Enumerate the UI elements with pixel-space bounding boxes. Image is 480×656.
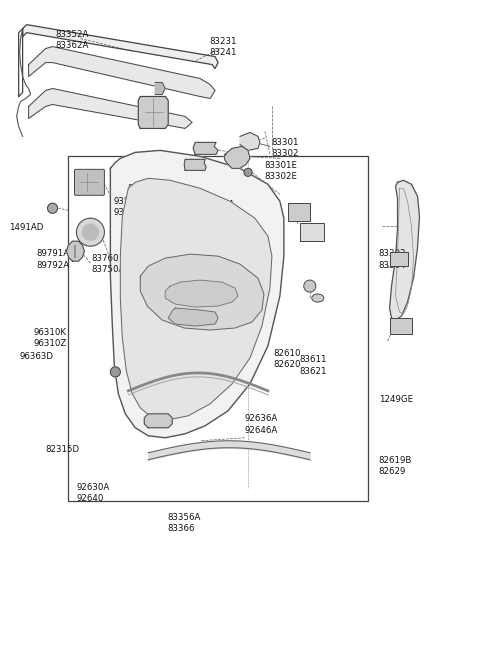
Text: 82610
82620: 82610 82620 (274, 349, 301, 369)
Text: 82619B
82629: 82619B 82629 (379, 456, 412, 476)
Ellipse shape (312, 294, 324, 302)
Circle shape (48, 203, 58, 213)
Text: 82315A: 82315A (199, 230, 233, 239)
Text: 83303
83304: 83303 83304 (379, 249, 406, 270)
Polygon shape (165, 280, 238, 307)
Text: 92636A
92646A: 92636A 92646A (245, 415, 278, 434)
Bar (390, 318, 411, 334)
Circle shape (110, 367, 120, 377)
Text: 1491AD: 1491AD (9, 223, 44, 232)
Polygon shape (29, 47, 215, 98)
Text: 83760
83750A: 83760 83750A (92, 254, 125, 274)
Polygon shape (240, 133, 260, 150)
Text: 96363D: 96363D (20, 352, 54, 361)
Polygon shape (224, 146, 250, 169)
Bar (69, 156, 368, 501)
Text: 93580L
93590R: 93580L 93590R (113, 197, 146, 217)
Text: 83352A
83362A: 83352A 83362A (56, 30, 89, 51)
Bar (300, 223, 324, 241)
Polygon shape (120, 178, 272, 420)
Text: 96310K
96310Z: 96310K 96310Z (33, 328, 67, 348)
Polygon shape (23, 25, 218, 68)
Polygon shape (110, 150, 284, 438)
Polygon shape (390, 180, 420, 320)
Polygon shape (184, 159, 206, 171)
Text: 83301
83302: 83301 83302 (271, 138, 299, 158)
Bar (288, 203, 310, 221)
Circle shape (244, 169, 252, 176)
Text: 83231
83241: 83231 83241 (209, 37, 236, 57)
Polygon shape (138, 96, 168, 129)
Polygon shape (168, 308, 218, 326)
Text: 83355A
83365C: 83355A 83365C (202, 200, 235, 220)
Polygon shape (140, 254, 264, 330)
FancyBboxPatch shape (74, 169, 104, 195)
Text: 83611
83621: 83611 83621 (300, 356, 327, 376)
Text: 83356A
83366: 83356A 83366 (167, 512, 201, 533)
Polygon shape (29, 89, 192, 129)
Text: 89791A
89792A: 89791A 89792A (36, 249, 70, 270)
Text: 1249GE: 1249GE (379, 395, 413, 404)
Text: 82716
82726: 82716 82726 (128, 184, 155, 204)
Circle shape (304, 280, 316, 292)
Text: 82315D: 82315D (45, 445, 79, 453)
Polygon shape (155, 83, 165, 94)
Circle shape (76, 218, 104, 246)
Polygon shape (67, 241, 84, 261)
Text: 83301E
83302E: 83301E 83302E (264, 161, 297, 181)
Text: 92630A
92640: 92630A 92640 (76, 483, 109, 503)
Bar (390, 252, 408, 266)
Polygon shape (193, 142, 218, 154)
Polygon shape (144, 414, 172, 428)
Circle shape (83, 224, 98, 240)
